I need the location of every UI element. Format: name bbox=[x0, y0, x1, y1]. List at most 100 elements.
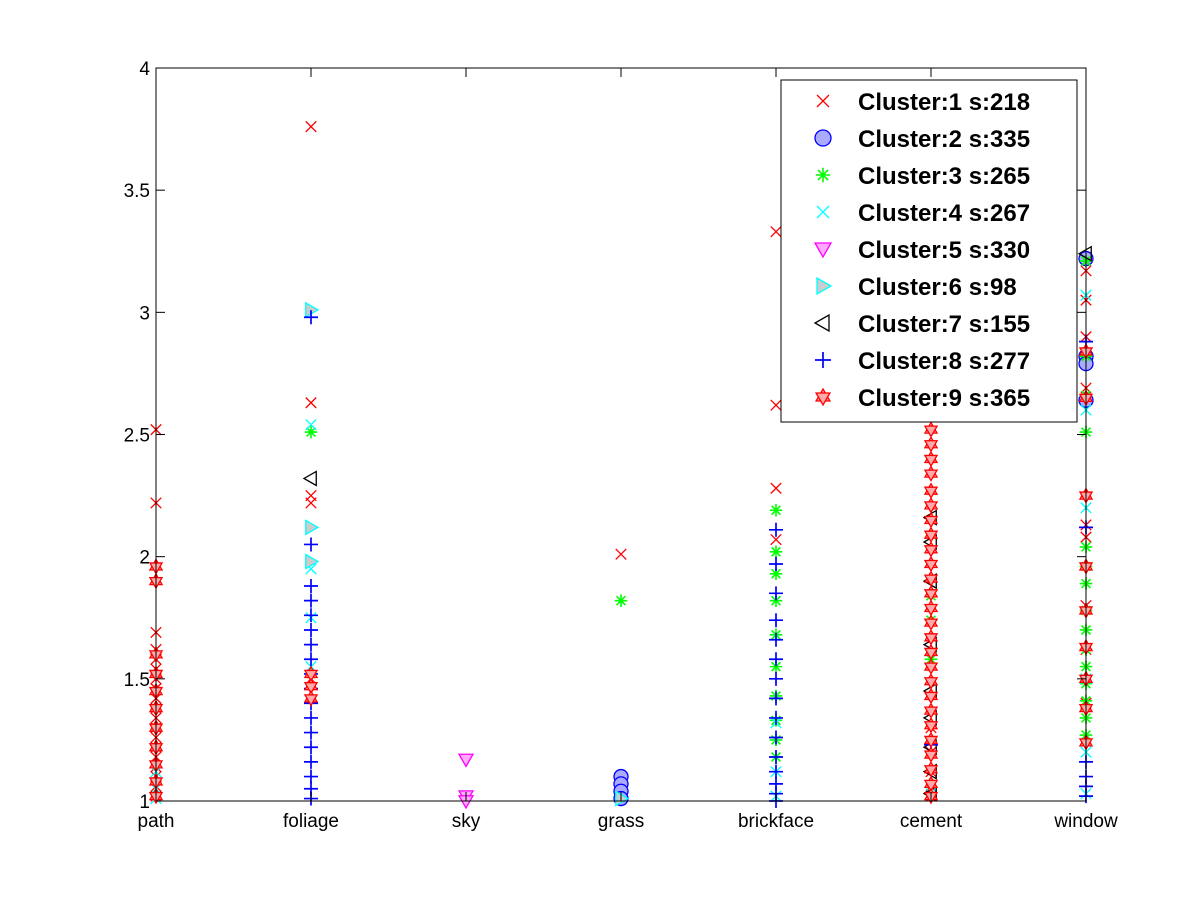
point-cluster-8-12 bbox=[304, 710, 318, 725]
point-cluster-9-13 bbox=[303, 677, 319, 695]
point-cluster-8-7 bbox=[304, 637, 318, 652]
point-cluster-6-2 bbox=[305, 519, 320, 536]
y-tick-label: 4 bbox=[139, 59, 150, 80]
x-tick-label-foliage: foliage bbox=[283, 811, 339, 832]
point-cluster-8-16 bbox=[304, 769, 318, 784]
point-cluster-9-33 bbox=[923, 687, 939, 705]
point-cluster-8-28 bbox=[769, 730, 783, 745]
legend-marker-cluster-4 bbox=[816, 205, 830, 219]
point-cluster-8-30 bbox=[769, 764, 783, 779]
y-tick-label: 2 bbox=[139, 548, 150, 569]
point-cluster-9-39 bbox=[923, 775, 939, 793]
point-cluster-8-20 bbox=[769, 556, 783, 571]
point-cluster-9-21 bbox=[923, 511, 939, 529]
point-cluster-9-12 bbox=[303, 665, 319, 683]
point-cluster-9-25 bbox=[923, 570, 939, 587]
point-cluster-1-25 bbox=[615, 548, 627, 560]
point-cluster-3-5 bbox=[769, 567, 783, 581]
point-cluster-8-26 bbox=[769, 691, 783, 706]
point-cluster-9-26 bbox=[923, 585, 939, 602]
point-cluster-1-27 bbox=[770, 399, 782, 411]
point-cluster-8-4 bbox=[304, 593, 318, 608]
point-cluster-7-11 bbox=[1077, 245, 1092, 262]
legend-label-cluster-3: Cluster:3 s:265 bbox=[858, 163, 1030, 190]
point-cluster-8-19 bbox=[769, 522, 783, 537]
legend-entry-cluster-1: Cluster:1 s:218 bbox=[816, 89, 1030, 116]
point-cluster-9-29 bbox=[923, 628, 939, 646]
legend-label-cluster-8: Cluster:8 s:277 bbox=[858, 348, 1030, 375]
legend: Cluster:1 s:218 Cluster:2 s:335 Cluster:3 … bbox=[780, 79, 1078, 423]
point-cluster-9-38 bbox=[923, 760, 939, 778]
legend-label-cluster-7: Cluster:7 s:155 bbox=[858, 311, 1030, 338]
point-cluster-1-26 bbox=[770, 225, 782, 238]
point-cluster-8-25 bbox=[769, 671, 783, 686]
legend-marker-cluster-2 bbox=[814, 129, 832, 147]
point-cluster-8-24 bbox=[769, 652, 783, 667]
point-cluster-9-35 bbox=[923, 716, 939, 734]
point-cluster-9-19 bbox=[923, 482, 939, 499]
point-cluster-9-15 bbox=[923, 421, 939, 438]
point-cluster-5-1 bbox=[457, 753, 475, 768]
legend-label-cluster-9: Cluster:9 s:365 bbox=[858, 385, 1030, 412]
point-cluster-8-21 bbox=[769, 586, 783, 601]
point-cluster-8-27 bbox=[769, 710, 783, 725]
point-cluster-3-3 bbox=[769, 503, 783, 517]
legend-label-cluster-1: Cluster:1 s:218 bbox=[858, 89, 1030, 116]
axes: 1 1.5 2 2.5 3 3.5 4 path foliage sky grass brickfac… bbox=[124, 59, 1118, 832]
legend-marker-cluster-3 bbox=[815, 167, 831, 183]
legend-entry-cluster-8: Cluster:8 s:277 bbox=[815, 348, 1030, 375]
point-cluster-8-5 bbox=[304, 608, 318, 623]
x-tick-label-sky: sky bbox=[452, 811, 481, 832]
point-cluster-8-14 bbox=[304, 740, 318, 755]
x-tick-label-grass: grass bbox=[598, 811, 644, 832]
y-tick-label: 3 bbox=[139, 303, 150, 324]
point-cluster-9-20 bbox=[923, 497, 939, 514]
y-tick-label: 2.5 bbox=[124, 426, 150, 447]
point-cluster-9-22 bbox=[923, 526, 939, 543]
point-cluster-6-3 bbox=[305, 553, 320, 570]
x-tick-label-brickface: brickface bbox=[738, 811, 814, 832]
point-cluster-9-14 bbox=[303, 690, 319, 707]
point-cluster-3-1 bbox=[304, 425, 318, 439]
legend-marker-cluster-1 bbox=[816, 94, 830, 108]
point-cluster-3-6 bbox=[769, 594, 783, 607]
point-cluster-1-21 bbox=[305, 397, 317, 409]
legend-label-cluster-6: Cluster:6 s:98 bbox=[858, 274, 1017, 301]
x-tick-label-window: window bbox=[1053, 811, 1118, 832]
point-cluster-9-36 bbox=[923, 731, 939, 749]
legend-marker-cluster-5 bbox=[813, 242, 833, 259]
point-cluster-9-28 bbox=[923, 614, 939, 631]
point-cluster-8-22 bbox=[769, 613, 783, 628]
point-cluster-7-1 bbox=[302, 470, 317, 487]
legend-label-cluster-5: Cluster:5 s:330 bbox=[858, 237, 1030, 264]
x-tick-label-path: path bbox=[138, 811, 175, 832]
point-cluster-3-4 bbox=[769, 545, 783, 559]
point-cluster-9-37 bbox=[923, 746, 939, 763]
legend-entry-cluster-9: Cluster:9 s:365 bbox=[814, 385, 1030, 412]
point-cluster-6-1 bbox=[305, 301, 320, 319]
point-cluster-9-17 bbox=[923, 450, 939, 468]
legend-entry-cluster-2: Cluster:2 s:335 bbox=[814, 126, 1030, 153]
point-cluster-8-13 bbox=[304, 725, 318, 740]
legend-label-cluster-2: Cluster:2 s:335 bbox=[858, 126, 1030, 153]
point-cluster-9-24 bbox=[923, 555, 939, 573]
point-cluster-9-32 bbox=[923, 672, 939, 690]
point-cluster-1-28 bbox=[770, 482, 782, 494]
x-tick-label-cement: cement bbox=[900, 811, 963, 832]
legend-marker-cluster-7 bbox=[813, 313, 830, 333]
legend-entry-cluster-6: Cluster:6 s:98 bbox=[816, 274, 1017, 301]
point-cluster-1-29 bbox=[770, 533, 782, 546]
point-cluster-8-29 bbox=[769, 750, 783, 765]
point-cluster-9-30 bbox=[923, 643, 939, 661]
y-tick-label: 1.5 bbox=[124, 670, 150, 691]
y-tick-label: 1 bbox=[139, 792, 150, 813]
legend-entry-cluster-5: Cluster:5 s:330 bbox=[813, 237, 1030, 264]
point-cluster-4-4 bbox=[305, 419, 317, 431]
legend-entry-cluster-4: Cluster:4 s:267 bbox=[816, 200, 1030, 227]
point-cluster-6-4 bbox=[615, 790, 630, 807]
point-cluster-8-8 bbox=[304, 652, 318, 667]
series-cluster-6 bbox=[305, 301, 630, 807]
point-cluster-8-23 bbox=[769, 632, 783, 647]
legend-marker-cluster-6 bbox=[816, 276, 833, 296]
